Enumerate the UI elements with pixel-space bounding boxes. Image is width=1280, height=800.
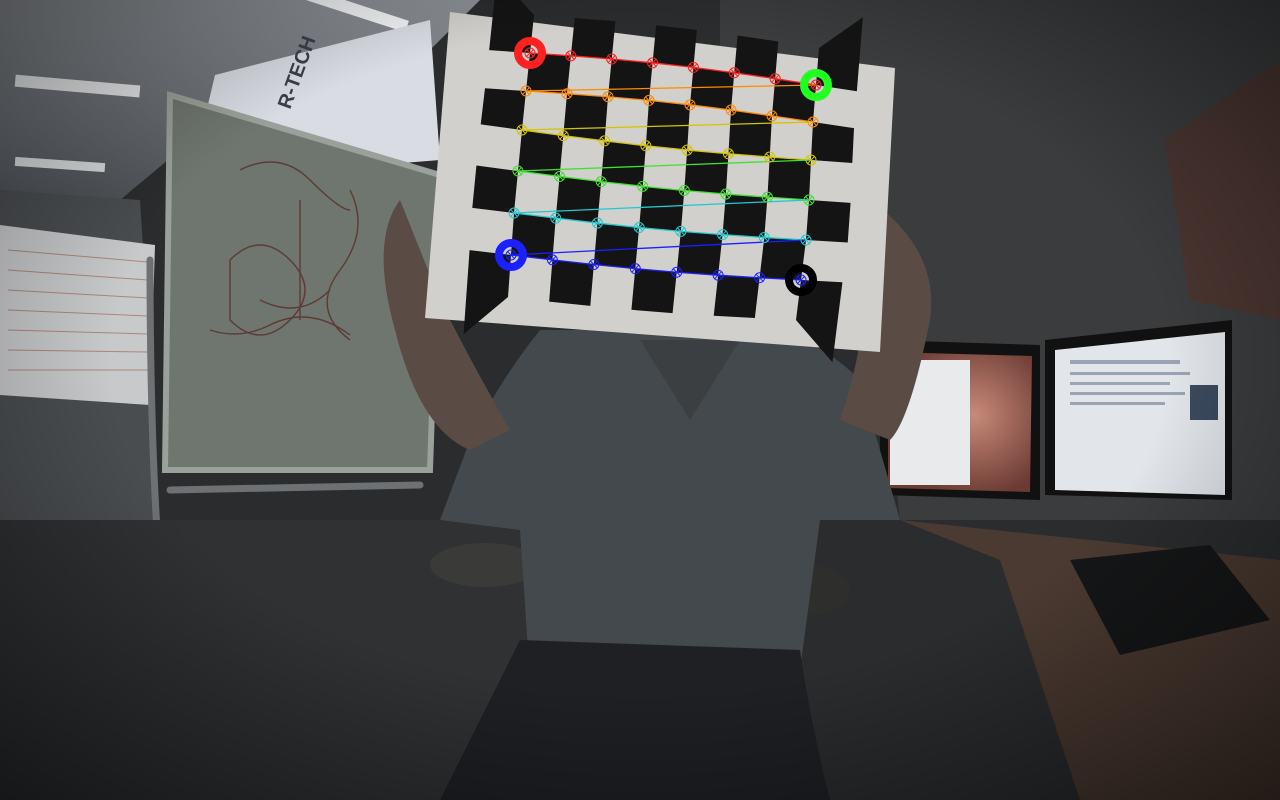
calibration-scene: R-TECH bbox=[0, 0, 1280, 800]
vignette bbox=[0, 0, 1280, 800]
